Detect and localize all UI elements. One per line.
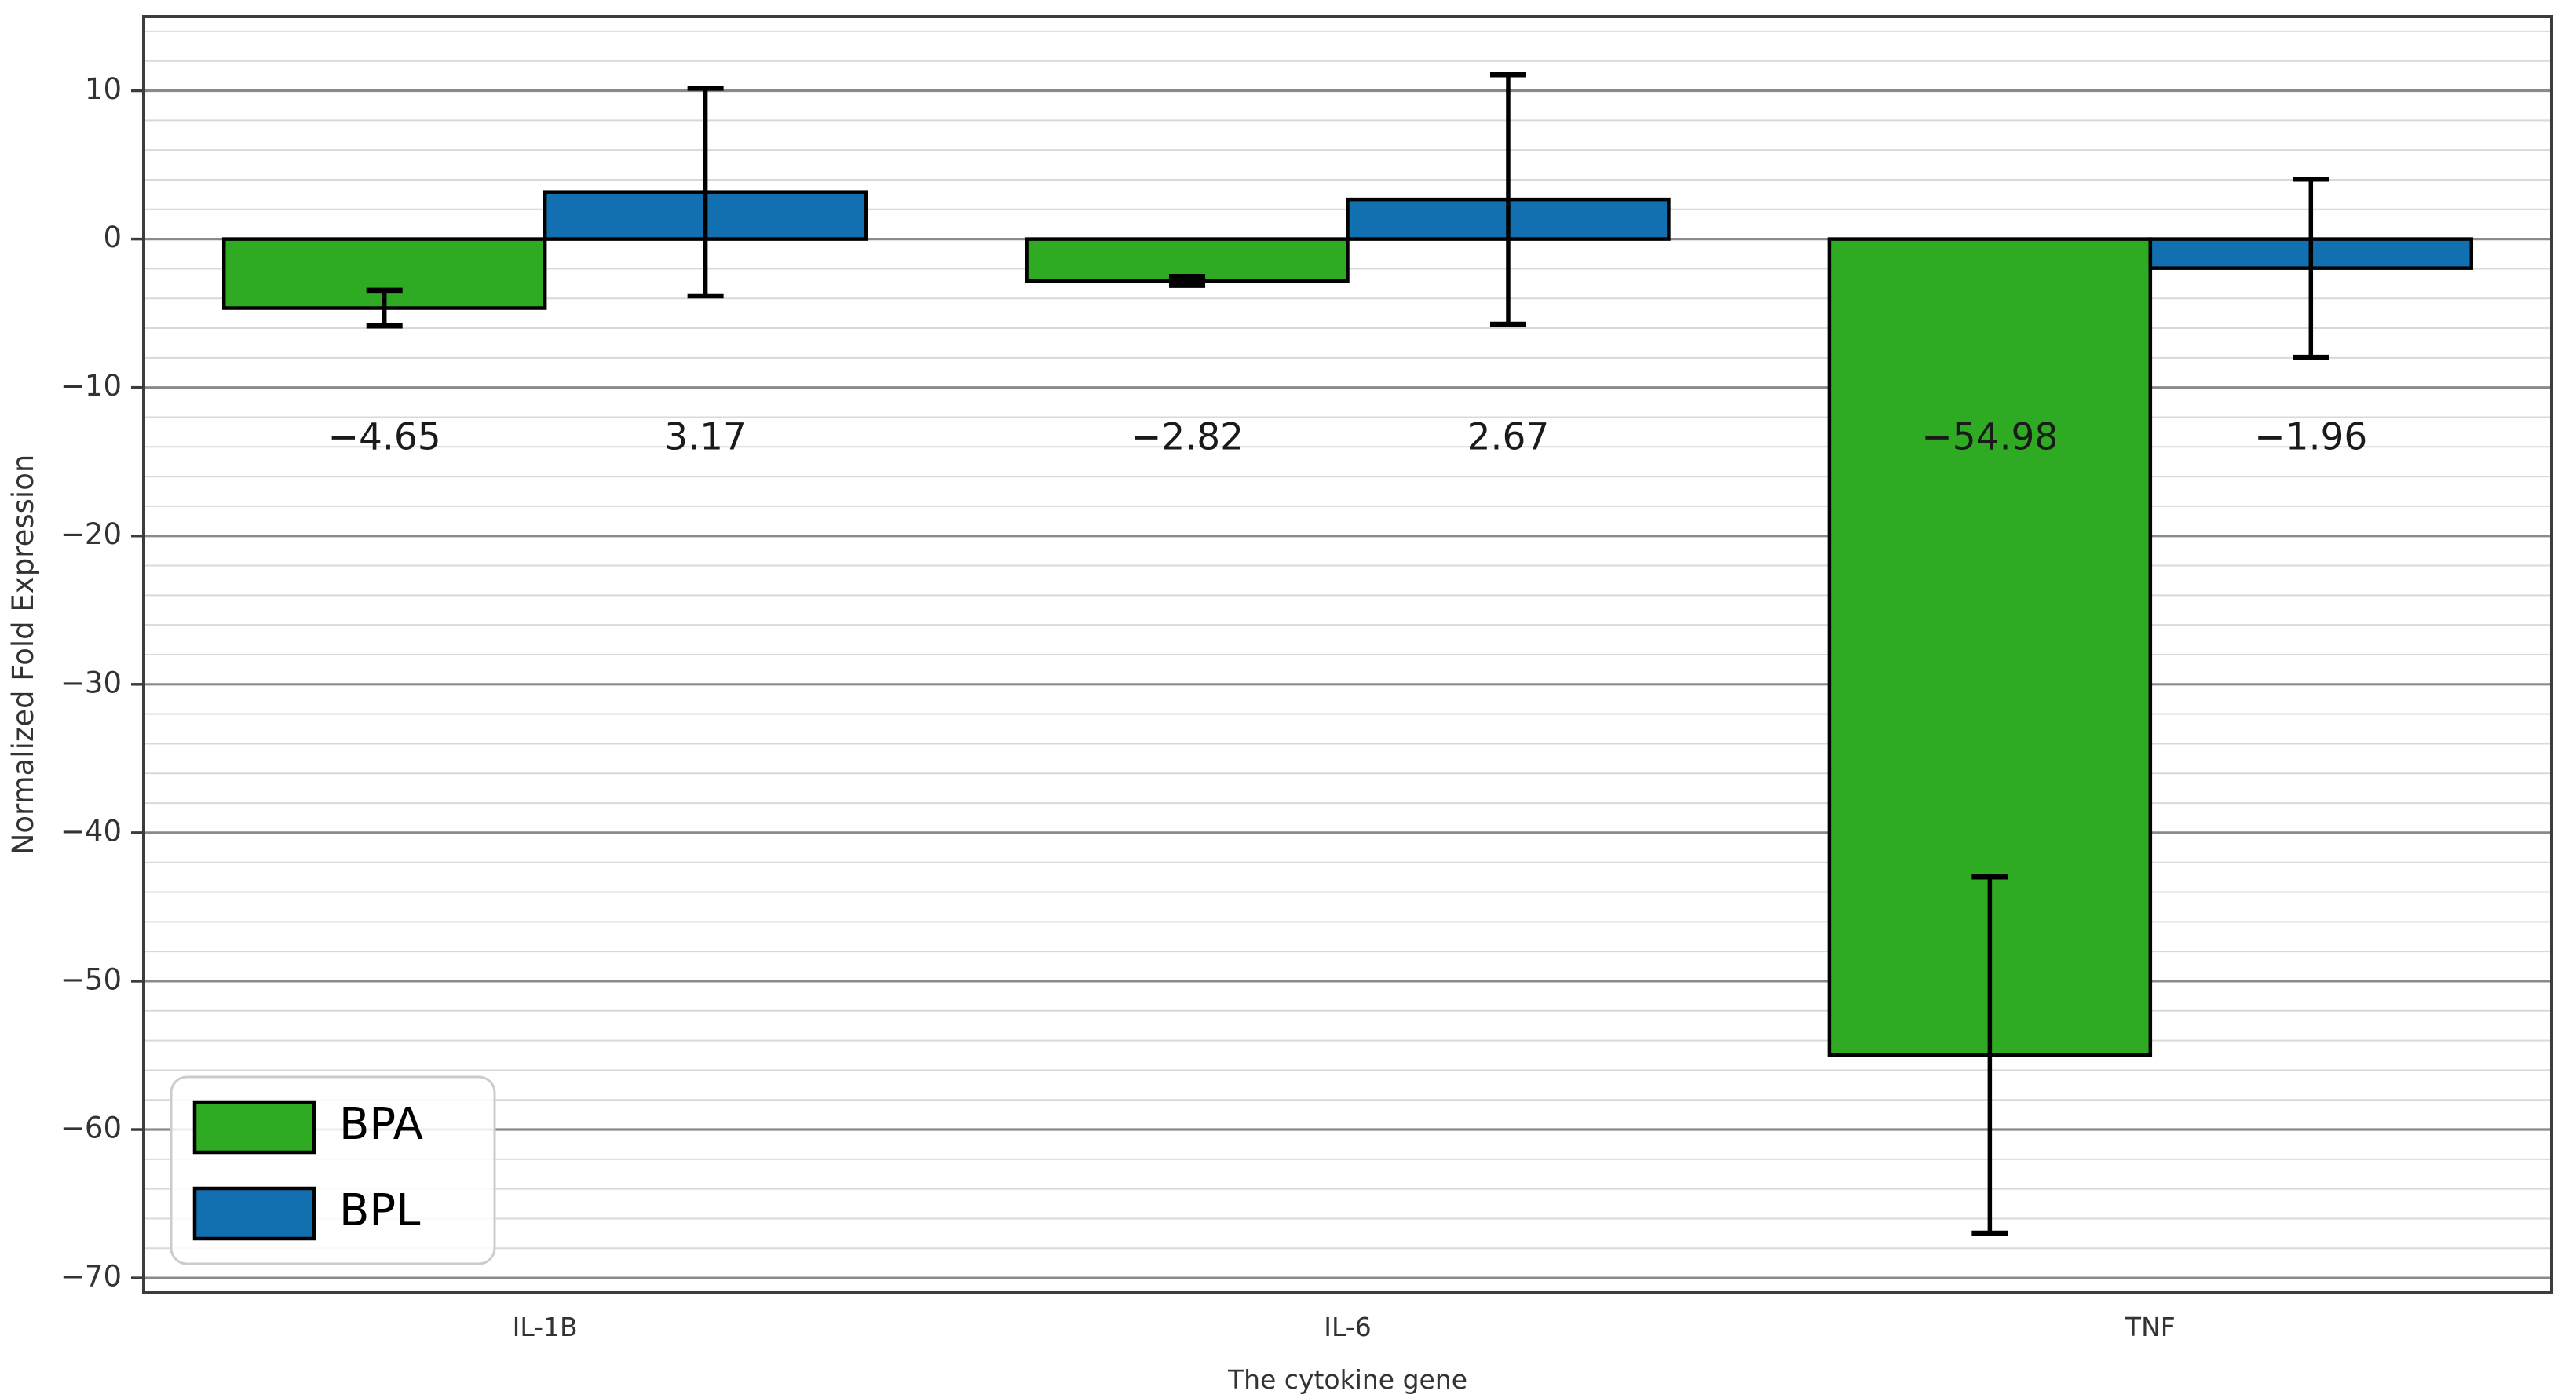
xtick-label-TNF: TNF — [2125, 1312, 2176, 1342]
value-label-BPA-TNF: −54.98 — [1921, 415, 2058, 458]
ytick-label-−50: −50 — [60, 962, 122, 996]
xtick-label-IL-6: IL-6 — [1324, 1312, 1371, 1342]
axis-frame — [142, 15, 2553, 1294]
ytick-label-−10: −10 — [60, 369, 122, 403]
ytick-label-0: 0 — [103, 221, 122, 254]
y-axis-title: Normalized Fold Expression — [6, 454, 40, 856]
value-label-BPL-TNF: −1.96 — [2254, 415, 2367, 458]
legend: BPA BPL — [170, 1075, 496, 1265]
legend-label-BPA: BPA — [339, 1099, 423, 1150]
ytick-label-−20: −20 — [60, 517, 122, 551]
ytick-label-−60: −60 — [60, 1111, 122, 1145]
x-axis-title: The cytokine gene — [1227, 1364, 1467, 1395]
value-label-BPL-IL-6: 2.67 — [1467, 415, 1550, 458]
ytick-label-−70: −70 — [60, 1260, 122, 1294]
legend-swatch-BPL — [192, 1186, 316, 1241]
legend-label-BPL: BPL — [339, 1185, 420, 1236]
error-bar-BPA-TNF — [1971, 874, 2008, 1236]
error-bar-BPA-IL-1B — [366, 287, 403, 329]
ytick-label-−30: −30 — [60, 666, 122, 699]
ytick-label-10: 10 — [85, 72, 122, 106]
legend-swatch-BPA — [192, 1100, 316, 1155]
ytick-label-−40: −40 — [60, 814, 122, 848]
error-bar-BPA-IL-6 — [1169, 274, 1206, 288]
error-bar-BPL-IL-6 — [1489, 72, 1526, 327]
value-label-BPL-IL-1B: 3.17 — [664, 415, 747, 458]
error-bar-BPL-TNF — [2293, 176, 2329, 360]
xtick-label-IL-1B: IL-1B — [513, 1312, 578, 1342]
value-label-BPA-IL-6: −2.82 — [1131, 415, 1244, 458]
value-label-BPA-IL-1B: −4.65 — [328, 415, 441, 458]
error-bar-BPL-IL-1B — [687, 86, 724, 299]
